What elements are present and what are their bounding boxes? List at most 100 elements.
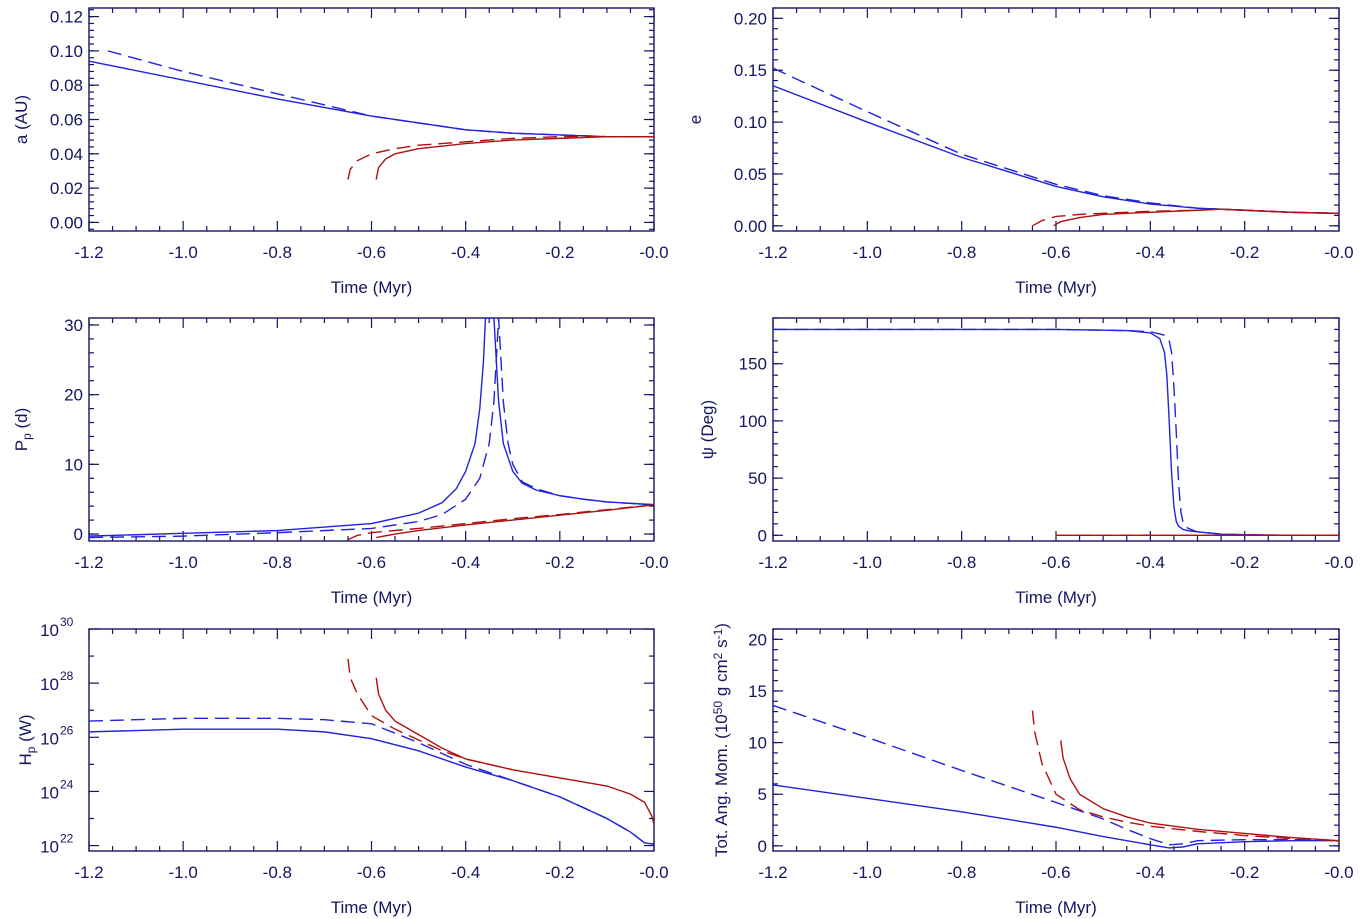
planet-dashed-series-line: [107, 50, 654, 138]
y-tick-exponent: 28: [60, 669, 74, 683]
star-solid-series-line: [376, 504, 654, 539]
x-tick-label: -0.2: [545, 243, 574, 262]
y-tick-label: 30: [64, 316, 83, 335]
y-axis-title-part: ψ (Deg): [698, 400, 717, 459]
x-tick-label: -0.4: [451, 243, 480, 262]
y-tick-label: 0: [758, 837, 767, 856]
x-tick-label: -0.8: [263, 243, 292, 262]
y-tick-label: 10: [64, 455, 83, 474]
y-tick-label: 0.12: [50, 8, 83, 27]
x-tick-label: -1.2: [74, 553, 103, 572]
y-tick-label: 20: [64, 386, 83, 405]
planet-dashed-series-line: [773, 704, 1339, 846]
x-tick-label: -0.6: [357, 553, 386, 572]
panel-e: -1.2 -1.0 -0.8 -0.6 -0.4 -0.2 -0.0 0.00 0.05 0.10…: [686, 7, 1354, 297]
x-axis-title: Time (Myr): [331, 278, 413, 297]
plot-frame: [88, 317, 655, 542]
x-tick-label: -1.0: [169, 553, 198, 572]
x-tick-label: -0.4: [451, 863, 480, 882]
y-tick-label: 150: [739, 355, 767, 374]
y-tick-label: 10: [40, 621, 59, 640]
y-tick-exponent: 26: [60, 723, 74, 737]
x-tick-label: -1.2: [74, 863, 103, 882]
y-tick-label: 0.06: [50, 111, 83, 130]
y-axis-title-part: ): [712, 623, 731, 629]
y-tick-label: 10: [40, 838, 59, 857]
panel-Pp: -1.2 -1.0 -0.8 -0.6 -0.4 -0.2 -0.0 0 10 20 30 Time …: [12, 316, 669, 607]
y-tick-label: 15: [748, 682, 767, 701]
x-tick-label: -0.6: [1041, 553, 1070, 572]
x-tick-label: -0.6: [1041, 863, 1070, 882]
y-axis-title-part: p: [20, 433, 34, 440]
star-dashed-series-line: [347, 658, 513, 771]
x-tick-label: -0.0: [1324, 243, 1353, 262]
star-solid-series-line: [1060, 740, 1339, 842]
star-dashed-series-line: [1032, 208, 1339, 227]
x-tick-label: -0.0: [639, 553, 668, 572]
y-tick-exponent: 24: [60, 777, 74, 791]
x-tick-label: -0.8: [263, 863, 292, 882]
x-tick-label: -0.2: [545, 553, 574, 572]
y-axis-title-part: 2: [711, 652, 725, 659]
planet-dashed-series-line: [89, 717, 654, 845]
y-tick-label: 0.10: [734, 113, 767, 132]
planet-solid-series-line: [89, 318, 654, 537]
y-tick-label: 0: [758, 526, 767, 545]
x-tick-label: -0.6: [357, 243, 386, 262]
y-tick-label: 10: [40, 729, 59, 748]
planet-solid-series-line: [773, 328, 1339, 536]
y-axis-title-part: s: [712, 639, 731, 652]
panel-psi: -1.2 -1.0 -0.8 -0.6 -0.4 -0.2 -0.0 0 50 100 150 Tim…: [698, 317, 1354, 607]
y-axis-title-part: -1: [711, 628, 725, 639]
y-axis-title-part: Tot. Ang. Mom. (10: [712, 714, 731, 857]
y-tick-exponent: 22: [60, 832, 74, 846]
y-axis-title-part: e: [686, 115, 705, 124]
x-tick-label: -0.0: [1324, 553, 1353, 572]
y-tick-label: 100: [739, 412, 767, 431]
x-tick-label: -0.6: [357, 863, 386, 882]
plot-frame: [772, 628, 1340, 852]
x-tick-label: -0.2: [1230, 553, 1259, 572]
star-dashed-series-line: [347, 135, 654, 180]
x-tick-label: -0.4: [451, 553, 480, 572]
x-tick-label: -0.0: [1324, 863, 1353, 882]
y-tick-exponent: 30: [60, 615, 74, 629]
y-axis-title: a (AU): [12, 95, 31, 144]
y-axis-title: Pp (d): [12, 408, 34, 452]
x-tick-label: -1.2: [74, 243, 103, 262]
y-tick-label: 0: [74, 525, 83, 544]
x-tick-label: -0.8: [947, 863, 976, 882]
x-tick-label: -0.6: [1041, 243, 1070, 262]
x-tick-label: -0.8: [947, 243, 976, 262]
y-axis-title: Tot. Ang. Mom. (1050 g cm2 s-1): [711, 623, 731, 857]
plot-frame: [772, 7, 1340, 232]
y-axis-title-part: 50: [711, 701, 725, 715]
x-tick-label: -1.0: [169, 863, 198, 882]
y-tick-label: 0.15: [734, 61, 767, 80]
panel-L: -1.2 -1.0 -0.8 -0.6 -0.4 -0.2 -0.0 0 5 10 15 20 Time…: [711, 623, 1353, 917]
x-tick-label: -1.0: [853, 863, 882, 882]
y-tick-label: 0.08: [50, 76, 83, 95]
y-axis-title-part: (d): [12, 408, 31, 434]
x-axis-title: Time (Myr): [331, 898, 413, 917]
x-tick-label: -0.4: [1136, 553, 1165, 572]
panel-a: -1.2 -1.0 -0.8 -0.6 -0.4 -0.2 -0.0 0.00 0.02 0.04…: [12, 7, 669, 297]
x-tick-label: -0.2: [545, 863, 574, 882]
planet-dashed-series-line: [773, 328, 1339, 536]
y-axis-title-part: H: [16, 753, 35, 765]
x-tick-label: -0.8: [263, 553, 292, 572]
y-axis-title: Hp (W): [16, 714, 38, 765]
x-tick-label: -0.2: [1230, 243, 1259, 262]
planet-solid-series-line: [773, 784, 1339, 849]
y-tick-label: 10: [748, 734, 767, 753]
y-axis-title-part: a (AU): [12, 95, 31, 144]
star-solid-series-line: [1053, 208, 1339, 227]
planet-solid-series-line: [773, 85, 1339, 215]
plot-frame: [88, 7, 655, 232]
y-tick-label: 10: [40, 783, 59, 802]
plot-frame: [88, 628, 655, 852]
planet-solid-series-line: [89, 728, 654, 845]
planet-solid-series-line: [89, 60, 654, 138]
planet-dashed-series-line: [773, 67, 1339, 215]
